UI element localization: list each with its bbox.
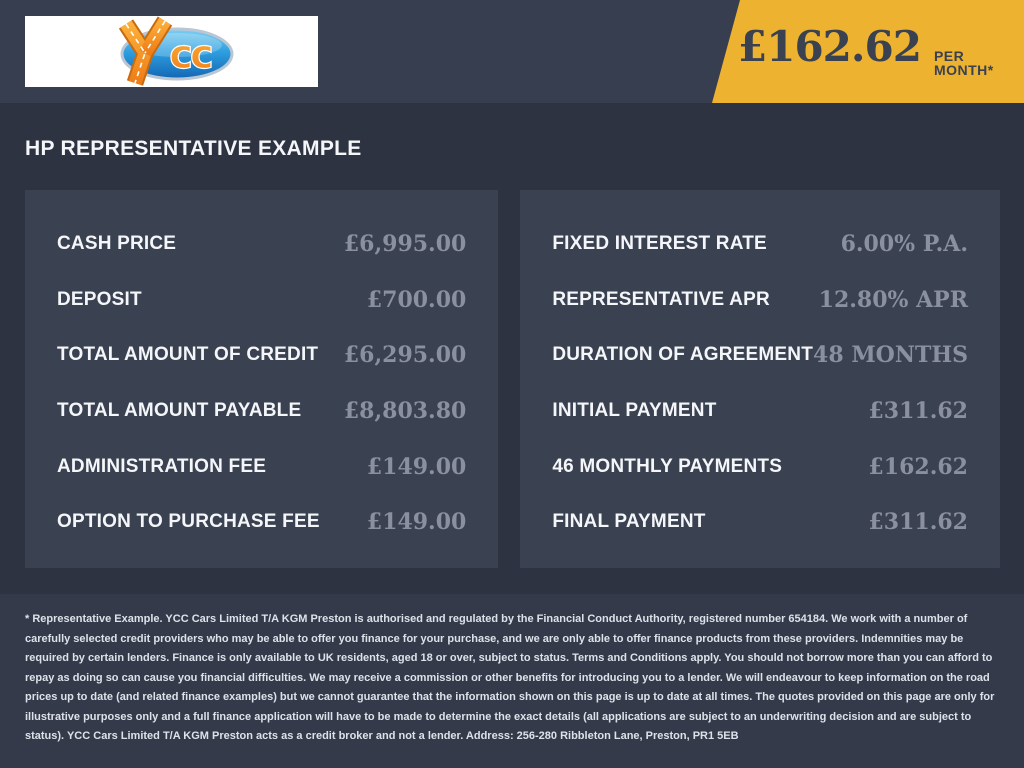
finance-row-total-credit: TOTAL AMOUNT OF CREDIT £6,295.00 — [57, 327, 466, 383]
finance-panel-left: CASH PRICE £6,995.00 DEPOSIT £700.00 TOT… — [25, 190, 499, 568]
finance-row-value: 6.00% P.A. — [840, 230, 968, 257]
finance-row-value: £149.00 — [366, 509, 467, 536]
logo-y-road-icon — [118, 16, 173, 86]
finance-row-value: £311.62 — [868, 397, 968, 424]
finance-row-monthly-payments: 46 MONTHLY PAYMENTS £162.62 — [552, 439, 968, 495]
finance-row-label: 46 MONTHLY PAYMENTS — [552, 455, 783, 477]
finance-row-value: £8,803.80 — [343, 397, 467, 424]
finance-row-label: FIXED INTEREST RATE — [552, 232, 767, 254]
monthly-price-amount: £162.62 — [738, 22, 922, 71]
finance-row-representative-apr: REPRESENTATIVE APR 12.80% APR — [552, 272, 968, 328]
finance-row-cash-price: CASH PRICE £6,995.00 — [57, 216, 466, 272]
header: cc £162.62 PER MONTH* — [0, 0, 1024, 103]
finance-row-value: £6,995.00 — [343, 230, 467, 257]
finance-row-fixed-interest-rate: FIXED INTEREST RATE 6.00% P.A. — [552, 216, 968, 272]
finance-row-duration: DURATION OF AGREEMENT 48 MONTHS — [552, 327, 968, 383]
monthly-price: £162.62 PER MONTH* — [738, 22, 1024, 78]
finance-panels: CASH PRICE £6,995.00 DEPOSIT £700.00 TOT… — [25, 190, 1000, 568]
ycc-logo-icon: cc — [118, 16, 234, 86]
finance-row-initial-payment: INITIAL PAYMENT £311.62 — [552, 383, 968, 439]
finance-row-label: CASH PRICE — [57, 232, 177, 254]
finance-row-value: £149.00 — [366, 453, 467, 480]
finance-row-label: INITIAL PAYMENT — [552, 399, 717, 421]
finance-row-total-payable: TOTAL AMOUNT PAYABLE £8,803.80 — [57, 383, 466, 439]
finance-row-deposit: DEPOSIT £700.00 — [57, 272, 466, 328]
finance-row-option-to-purchase-fee: OPTION TO PURCHASE FEE £149.00 — [57, 494, 466, 550]
finance-row-admin-fee: ADMINISTRATION FEE £149.00 — [57, 439, 466, 495]
logo-cc-text: cc — [169, 32, 212, 78]
finance-row-value: £162.62 — [868, 453, 968, 480]
finance-row-value: £700.00 — [366, 286, 467, 313]
finance-row-label: DEPOSIT — [57, 288, 142, 310]
dealer-logo[interactable]: cc — [25, 16, 318, 87]
finance-row-value: 12.80% APR — [818, 286, 968, 313]
finance-row-final-payment: FINAL PAYMENT £311.62 — [552, 494, 968, 550]
finance-row-value: 48 MONTHS — [813, 342, 968, 369]
finance-row-label: ADMINISTRATION FEE — [57, 455, 267, 477]
finance-row-label: REPRESENTATIVE APR — [552, 288, 770, 310]
finance-row-label: DURATION OF AGREEMENT — [552, 344, 814, 366]
footer: * Representative Example. YCC Cars Limit… — [0, 594, 1024, 768]
monthly-price-banner: £162.62 PER MONTH* — [712, 0, 1024, 103]
page-title: HP REPRESENTATIVE EXAMPLE — [25, 137, 362, 160]
finance-row-value: £311.62 — [868, 509, 968, 536]
finance-row-value: £6,295.00 — [343, 342, 467, 369]
finance-row-label: OPTION TO PURCHASE FEE — [57, 511, 320, 533]
finance-panel-right: FIXED INTEREST RATE 6.00% P.A. REPRESENT… — [520, 190, 1000, 568]
monthly-price-period: PER MONTH* — [933, 48, 994, 78]
finance-row-label: TOTAL AMOUNT PAYABLE — [57, 399, 302, 421]
finance-row-label: TOTAL AMOUNT OF CREDIT — [57, 344, 319, 366]
disclaimer-text: * Representative Example. YCC Cars Limit… — [25, 613, 995, 742]
main-content: HP REPRESENTATIVE EXAMPLE CASH PRICE £6,… — [0, 103, 1024, 594]
finance-row-label: FINAL PAYMENT — [552, 511, 706, 533]
